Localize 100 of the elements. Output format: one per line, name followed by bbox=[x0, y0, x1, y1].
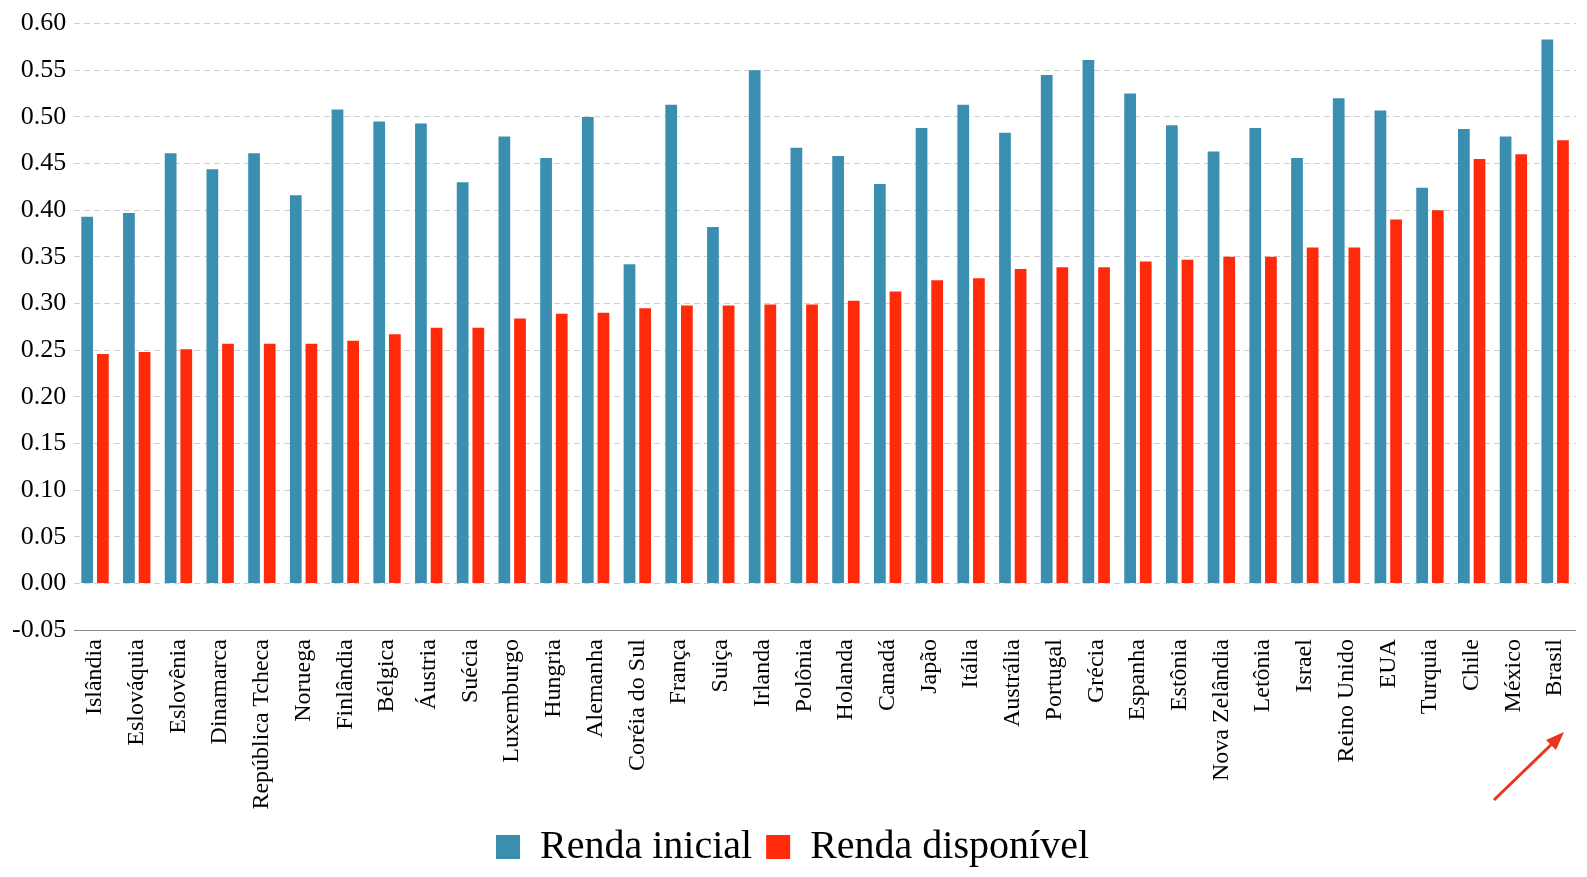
bar bbox=[498, 136, 511, 583]
bar bbox=[222, 343, 234, 583]
bar bbox=[597, 312, 610, 583]
x-tick-label: EUA bbox=[1373, 638, 1400, 689]
bar bbox=[1473, 158, 1486, 583]
x-tick-label: Bélgica bbox=[372, 638, 399, 713]
bar bbox=[263, 343, 276, 583]
bar bbox=[1374, 110, 1387, 583]
bar bbox=[1291, 157, 1303, 583]
x-tick-label: Grécia bbox=[1081, 638, 1108, 704]
x-tick-label: Luxemburgo bbox=[497, 639, 524, 763]
bar bbox=[1416, 187, 1429, 583]
bar bbox=[764, 304, 777, 583]
bar bbox=[707, 227, 719, 583]
y-tick-label: 0.00 bbox=[20, 567, 67, 597]
bar bbox=[289, 195, 302, 583]
bar bbox=[1541, 39, 1554, 583]
bar bbox=[1056, 267, 1069, 583]
x-tick-label: França bbox=[664, 638, 691, 705]
x-tick-label: Eslovênia bbox=[163, 638, 190, 734]
x-tick-label: Reino Unido bbox=[1331, 639, 1358, 763]
x-tick-label: Hungria bbox=[539, 638, 566, 718]
y-tick-label: -0.05 bbox=[11, 613, 67, 643]
bar bbox=[665, 104, 678, 583]
x-tick-label: Dinamarca bbox=[205, 638, 232, 745]
x-tick-label: Irlanda bbox=[747, 638, 774, 708]
bar bbox=[1124, 93, 1136, 583]
legend-label: Renda disponível bbox=[810, 821, 1090, 867]
bar bbox=[1431, 210, 1444, 583]
bar bbox=[681, 305, 693, 583]
x-tick-label: Japão bbox=[914, 639, 941, 694]
bar bbox=[1499, 136, 1512, 583]
x-tick-label: Alemanha bbox=[580, 638, 607, 738]
y-tick-label: 0.40 bbox=[20, 194, 67, 224]
x-tick-label: Eslováquia bbox=[122, 638, 149, 746]
x-tick-label: Portugal bbox=[1039, 638, 1066, 721]
bar bbox=[1332, 98, 1345, 583]
bar bbox=[639, 308, 652, 583]
bar bbox=[1082, 59, 1095, 583]
bar bbox=[623, 264, 636, 583]
x-tick-label: Islândia bbox=[80, 638, 107, 716]
bar bbox=[1348, 247, 1361, 583]
bar bbox=[472, 327, 485, 583]
bar bbox=[1014, 269, 1027, 583]
legend-label: Renda inicial bbox=[540, 821, 753, 867]
bar bbox=[347, 340, 360, 583]
bar bbox=[96, 353, 109, 583]
bar bbox=[1457, 129, 1470, 583]
bar bbox=[1165, 125, 1178, 583]
bar bbox=[430, 327, 443, 583]
bar bbox=[331, 109, 344, 583]
x-tick-label: Suiça bbox=[706, 638, 733, 693]
x-tick-label: Itália bbox=[956, 638, 983, 689]
bar bbox=[931, 280, 944, 583]
bar bbox=[806, 304, 818, 583]
y-tick-label: 0.35 bbox=[20, 240, 67, 270]
bar bbox=[999, 132, 1011, 583]
x-tick-label: México bbox=[1498, 639, 1525, 713]
x-tick-label: Suécia bbox=[455, 638, 482, 704]
x-tick-label: Nova Zelândia bbox=[1206, 638, 1233, 782]
bar bbox=[1557, 140, 1569, 583]
bar bbox=[138, 352, 151, 583]
bar bbox=[1249, 128, 1262, 583]
x-tick-label: Finlândia bbox=[330, 638, 357, 730]
bar bbox=[889, 291, 902, 583]
y-tick-label: 0.45 bbox=[20, 147, 67, 177]
bar bbox=[388, 334, 401, 583]
bar bbox=[164, 153, 177, 583]
y-tick-label: 0.20 bbox=[20, 380, 67, 410]
bar bbox=[1181, 259, 1194, 583]
y-tick-label: 0.55 bbox=[20, 54, 67, 84]
bar bbox=[81, 216, 94, 583]
x-tick-label: Austrália bbox=[998, 638, 1025, 728]
bar bbox=[973, 278, 985, 583]
bar bbox=[790, 147, 803, 583]
bar bbox=[1390, 219, 1402, 583]
x-tick-label: Chile bbox=[1456, 639, 1483, 692]
x-tick-label: Canadá bbox=[872, 638, 899, 712]
bar bbox=[123, 213, 135, 583]
bar bbox=[832, 156, 844, 583]
bar bbox=[373, 121, 386, 583]
bar bbox=[540, 157, 552, 583]
y-tick-label: 0.25 bbox=[20, 334, 67, 364]
x-tick-label: Noruega bbox=[288, 638, 315, 722]
y-tick-label: 0.60 bbox=[20, 7, 67, 37]
x-tick-label: Turquia bbox=[1415, 638, 1442, 715]
bar bbox=[873, 184, 886, 583]
x-tick-label: Holanda bbox=[831, 638, 858, 721]
bar bbox=[847, 300, 860, 583]
x-tick-label: República Tcheca bbox=[247, 638, 274, 810]
x-tick-label: Coréia do Sul bbox=[622, 638, 649, 772]
bar bbox=[514, 318, 526, 583]
bar bbox=[248, 153, 260, 583]
bar bbox=[1515, 154, 1528, 583]
x-tick-label: Brasil bbox=[1540, 638, 1567, 697]
y-tick-label: 0.50 bbox=[20, 100, 67, 130]
y-tick-label: 0.05 bbox=[20, 520, 67, 550]
bar bbox=[1207, 151, 1220, 583]
x-tick-label: Israel bbox=[1290, 638, 1317, 693]
bar bbox=[1223, 256, 1236, 583]
